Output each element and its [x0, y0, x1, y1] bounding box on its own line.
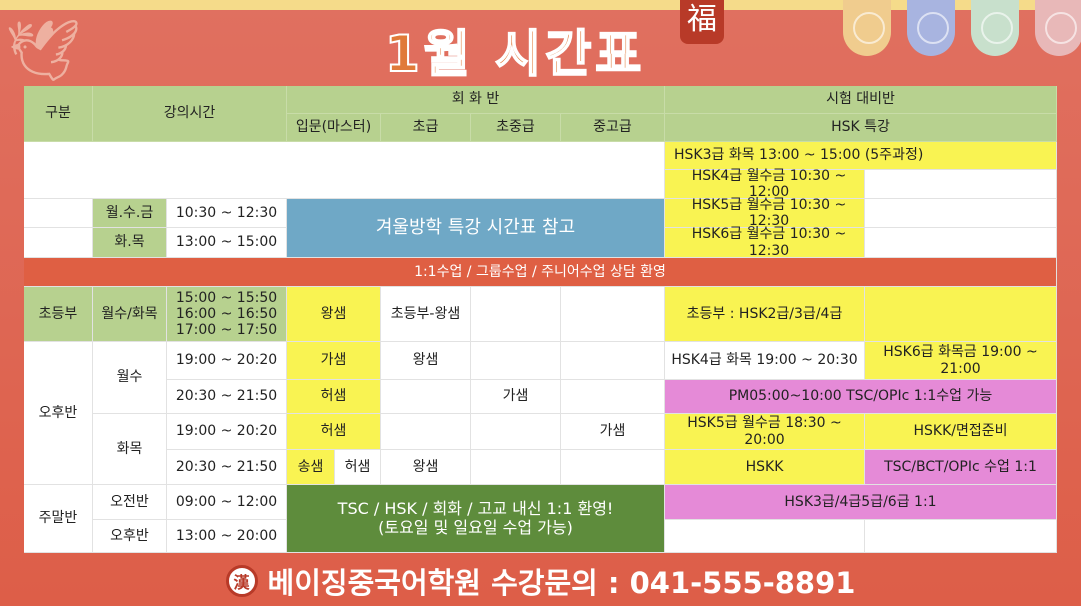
time-cell: 20:30 ~ 21:50 [167, 380, 287, 414]
pm-tt: 화목 [93, 414, 167, 485]
intro-cell: 허샘 [287, 380, 381, 414]
header-exam: 시험 대비반 [665, 86, 1057, 114]
lantern-icon [907, 0, 955, 56]
pre-inter-cell: 가샘 [471, 380, 561, 414]
empty-cell [865, 520, 1057, 553]
empty-cell [865, 228, 1057, 258]
beginner-cell: 왕샘 [381, 342, 471, 380]
intro-cell: 허샘 [335, 450, 381, 485]
empty-cell [561, 342, 665, 380]
elem-day: 월수/화목 [93, 287, 167, 342]
header-conversation: 회 화 반 [287, 86, 665, 114]
time-cell: 19:00 ~ 20:20 [167, 342, 287, 380]
elem-intro: 왕샘 [287, 287, 381, 342]
hsk-cell: HSK4급 화목 19:00 ~ 20:30 [665, 342, 865, 380]
empty-cell [24, 228, 93, 258]
empty-cell [561, 380, 665, 414]
contact-text: 베이징중국어학원 수강문의 : 041-555-8891 [267, 566, 856, 600]
empty-cell [471, 342, 561, 380]
empty-cell [381, 414, 471, 450]
header-intro: 입문(마스터) [287, 114, 381, 142]
weekend-pm: 오후반 [93, 520, 167, 553]
header-category: 구분 [24, 86, 93, 142]
empty-cell [561, 287, 665, 342]
header-time: 강의시간 [93, 86, 287, 142]
empty-cell [471, 414, 561, 450]
day-cell: 월.수.금 [93, 199, 167, 228]
empty-cell [665, 520, 865, 553]
lantern-icon [971, 0, 1019, 56]
time-cell: 19:00 ~ 20:20 [167, 414, 287, 450]
pm-mw: 월수 [93, 342, 167, 414]
beginner-cell: 왕샘 [381, 450, 471, 485]
elem-hsk: 초등부 : HSK2급/3급/4급 [665, 287, 865, 342]
hsk-cell: TSC/BCT/OPIc 수업 1:1 [865, 450, 1057, 485]
hsk6-cell: HSK6급 월수금 10:30 ~ 12:30 [665, 226, 865, 259]
weekend-category: 주말반 [24, 485, 93, 553]
intro-cell: 송샘 [287, 450, 335, 485]
time-cell: 10:30 ~ 12:30 [167, 199, 287, 228]
hsk4-cell: HSK4급 월수금 10:30 ~ 12:00 [665, 168, 865, 200]
weekend-promo: TSC / HSK / 회화 / 고교 내신 1:1 환영! (토요일 및 일요… [287, 485, 665, 553]
top-strip [0, 0, 1081, 10]
intro-cell: 가샘 [287, 342, 381, 380]
lantern-icon [1035, 0, 1081, 56]
time-cell: 09:00 ~ 12:00 [167, 485, 287, 520]
intro-split: 송샘 허샘 [287, 450, 381, 485]
empty-cell [24, 142, 665, 199]
day-cell: 화.목 [93, 228, 167, 258]
footer-contact: 漢 베이징중국어학원 수강문의 : 041-555-8891 [0, 556, 1081, 606]
pm-category: 오후반 [24, 342, 93, 485]
promo-line: (토요일 및 일요일 수업 가능) [378, 517, 573, 537]
empty-cell [471, 450, 561, 485]
time-text: 16:00 ~ 16:50 [175, 305, 278, 322]
time-cell: 13:00 ~ 15:00 [167, 228, 287, 258]
header-hsk: HSK 특강 [665, 114, 1057, 142]
elem-beginner: 초등부-왕샘 [381, 287, 471, 342]
empty-cell [561, 450, 665, 485]
empty-cell [24, 199, 93, 228]
header-inter-adv: 중고급 [561, 114, 665, 142]
hsk3-cell: HSK3급 화목 13:00 ~ 15:00 (5주과정) [665, 142, 1057, 170]
crane-icon: 🕊 [5, 16, 82, 86]
hsk-cell: HSKK/면접준비 [865, 414, 1057, 450]
timetable: 구분 강의시간 회 화 반 시험 대비반 입문(마스터) 초급 초중급 중고급 … [24, 86, 1057, 553]
time-text: 17:00 ~ 17:50 [175, 322, 278, 339]
time-text: 15:00 ~ 15:50 [175, 289, 278, 306]
time-cell: 20:30 ~ 21:50 [167, 450, 287, 485]
empty-cell [865, 287, 1057, 342]
empty-cell [865, 170, 1057, 199]
hsk5-cell: HSK5급 월수금 10:30 ~ 12:30 [665, 197, 865, 229]
inter-adv-cell: 가샘 [561, 414, 665, 450]
consult-banner: 1:1수업 / 그룹수업 / 주니어수업 상담 환영 [24, 258, 1057, 287]
empty-cell [471, 287, 561, 342]
page-title: 1월 시간표 [384, 24, 646, 84]
header-pre-inter: 초중급 [471, 114, 561, 142]
time-cell: 13:00 ~ 20:00 [167, 520, 287, 553]
intro-cell: 허샘 [287, 414, 381, 450]
lantern-icon [843, 0, 891, 56]
header-beginner: 초급 [381, 114, 471, 142]
elem-times: 15:00 ~ 15:50 16:00 ~ 16:50 17:00 ~ 17:5… [167, 287, 287, 342]
academy-logo-icon: 漢 [225, 565, 258, 597]
winter-special-cell: 겨울방학 특강 시간표 참고 [287, 199, 665, 258]
weekend-hsk: HSK3급/4급5급/6급 1:1 [665, 485, 1057, 520]
empty-cell [381, 380, 471, 414]
tsc-opic-cell: PM05:00~10:00 TSC/OPIc 1:1수업 가능 [665, 380, 1057, 414]
hsk-cell: HSKK [665, 450, 865, 485]
fortune-badge: 福 [680, 0, 724, 44]
promo-line: TSC / HSK / 회화 / 고교 내신 1:1 환영! [337, 499, 614, 519]
hsk-cell: HSK5급 월수금 18:30 ~ 20:00 [665, 414, 865, 450]
weekend-am: 오전반 [93, 485, 167, 520]
empty-cell [865, 199, 1057, 228]
elem-category: 초등부 [24, 287, 93, 342]
hsk-cell: HSK6급 화목금 19:00 ~ 21:00 [865, 342, 1057, 380]
